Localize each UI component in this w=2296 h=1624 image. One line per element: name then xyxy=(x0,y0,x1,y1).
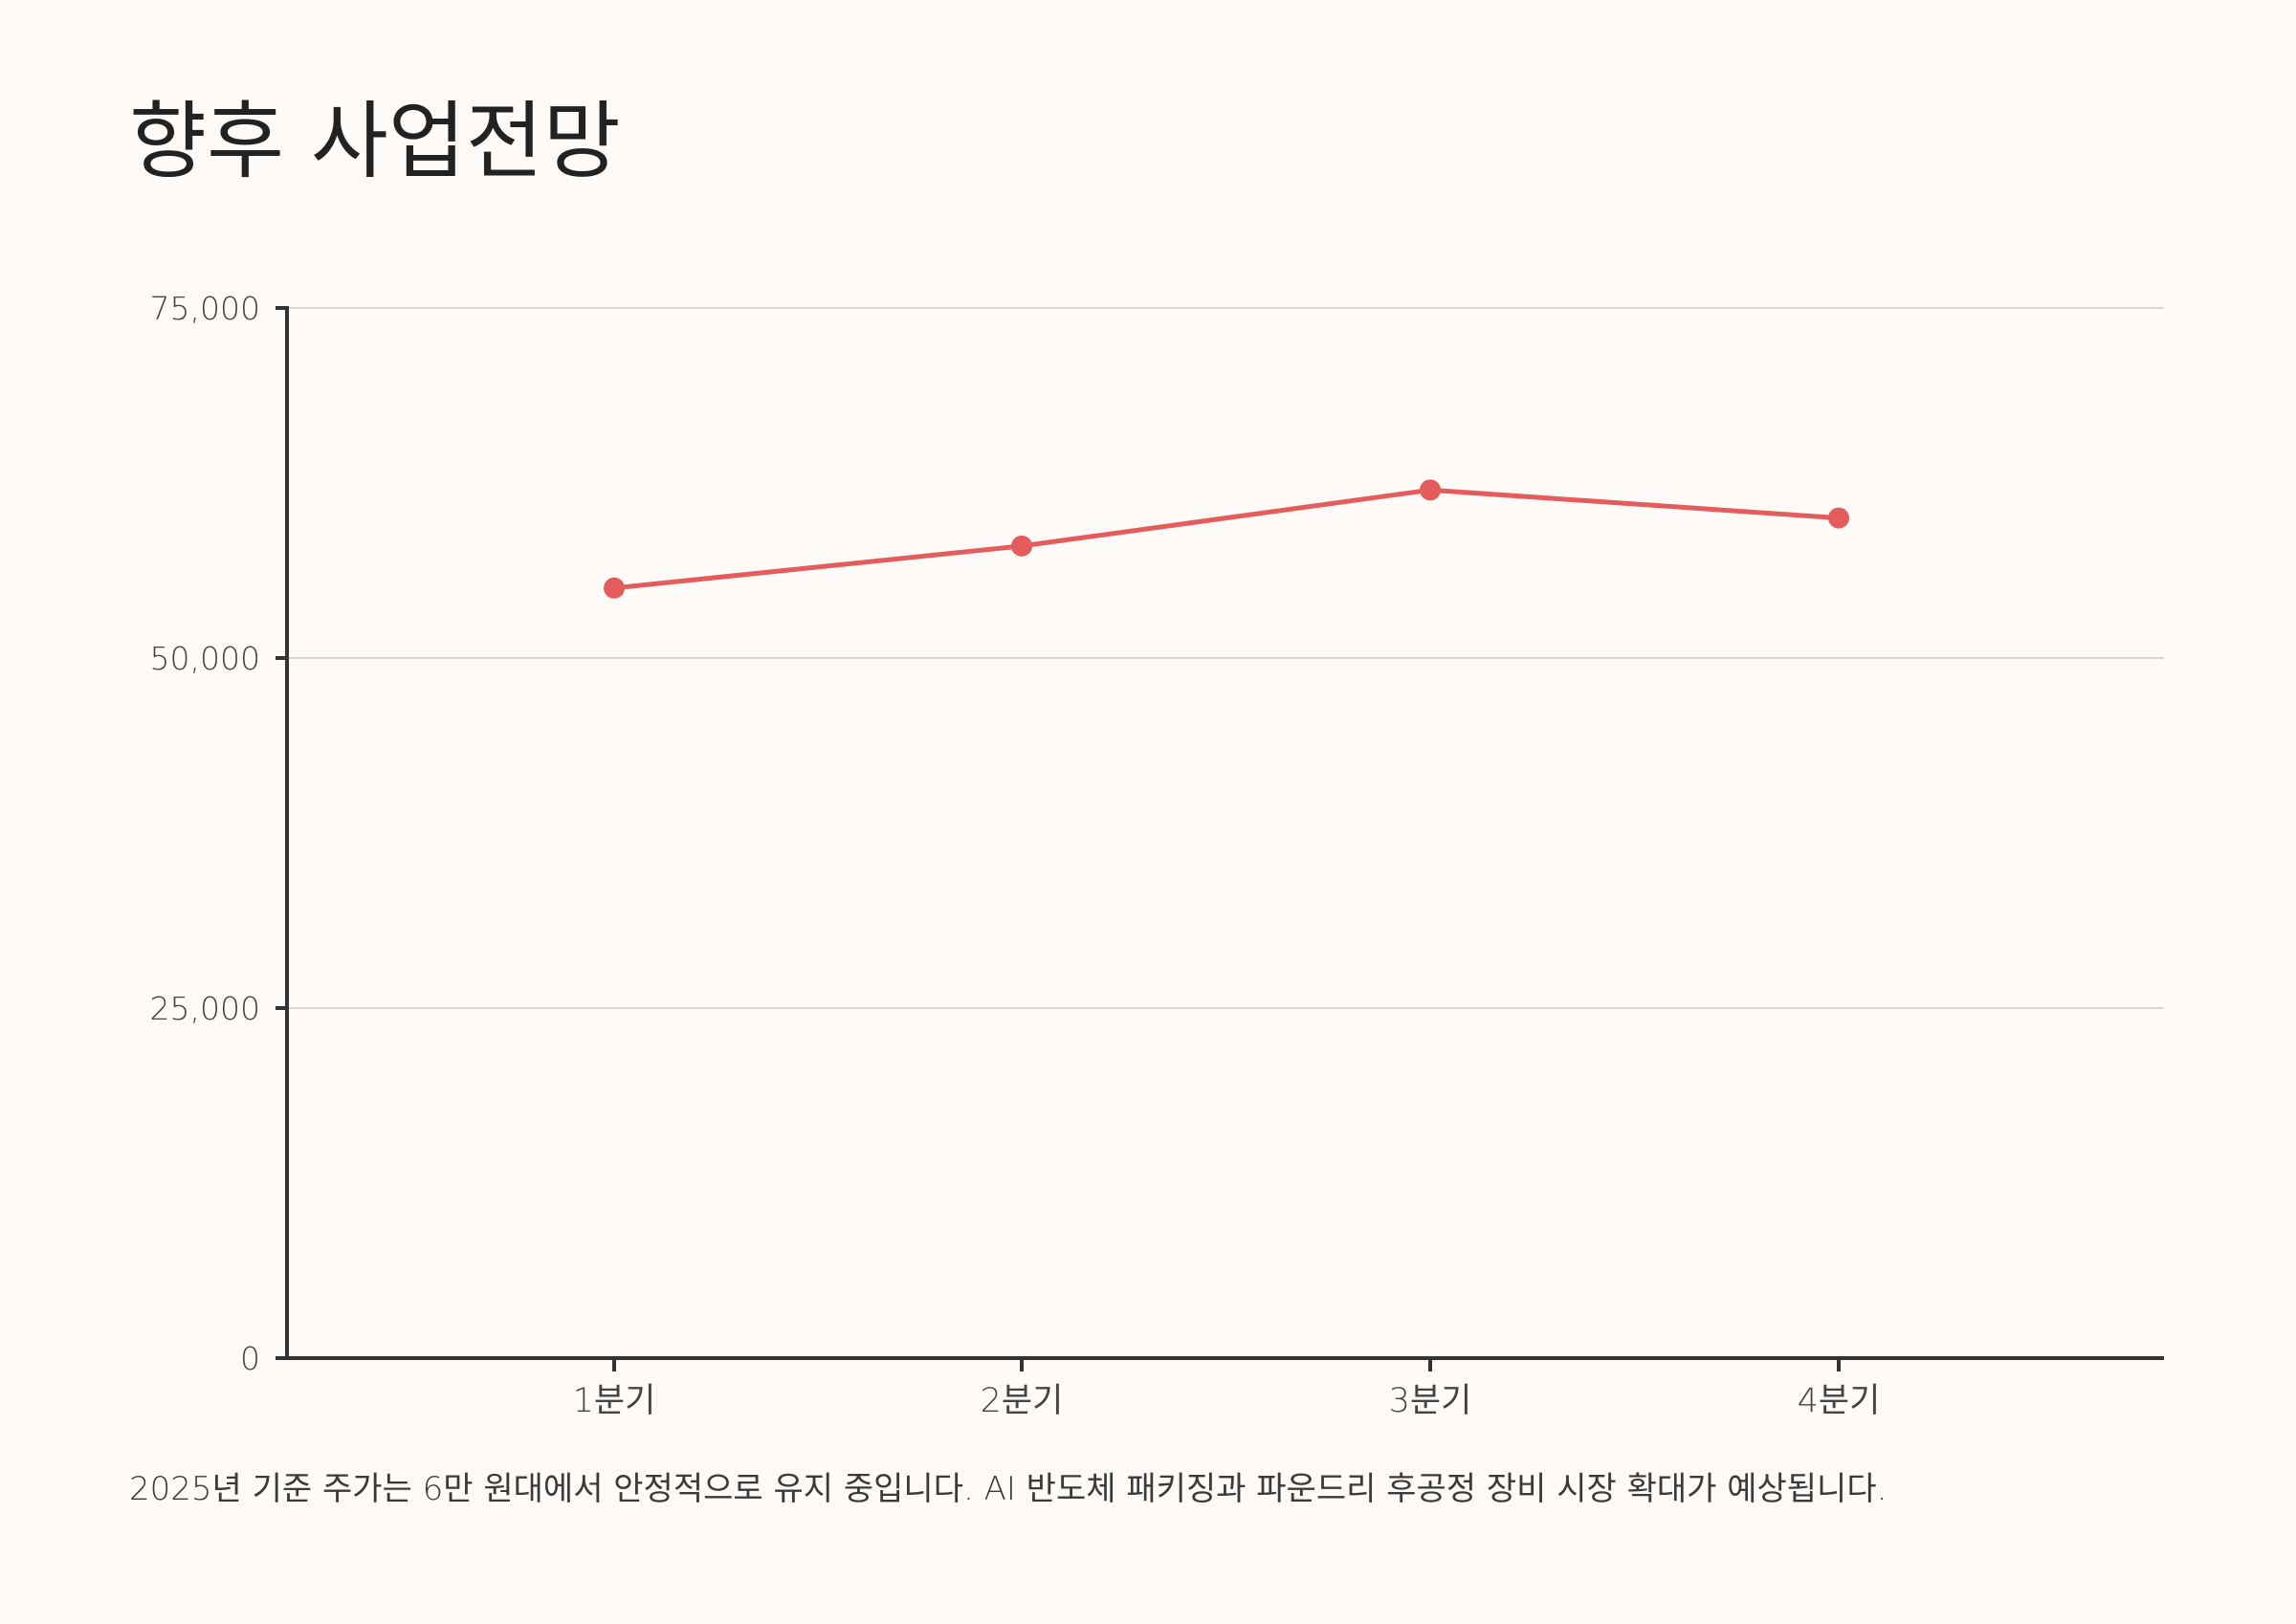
x-ticks: 1분기 2분기 3분기 4분기 xyxy=(573,1358,1881,1420)
data-point xyxy=(604,577,625,599)
data-point xyxy=(1011,535,1032,557)
y-ticks: 0 25,000 50,000 75,000 xyxy=(150,290,287,1377)
y-tick-label: 50,000 xyxy=(150,640,260,677)
page-title: 향후 사업전망 xyxy=(129,92,621,190)
axes xyxy=(285,306,2164,1360)
data-point xyxy=(1828,507,1849,529)
series xyxy=(604,479,1849,599)
x-tick-label: 2분기 xyxy=(981,1382,1064,1420)
grid-lines xyxy=(287,307,2164,1009)
x-tick-label: 3분기 xyxy=(1389,1382,1472,1420)
series-line xyxy=(611,487,1842,591)
y-tick-label: 0 xyxy=(240,1340,260,1377)
y-tick-label: 75,000 xyxy=(150,290,260,327)
x-tick-label: 4분기 xyxy=(1798,1382,1881,1420)
y-tick-label: 25,000 xyxy=(150,990,260,1027)
x-tick-label: 1분기 xyxy=(573,1382,656,1420)
chart-caption: 2025년 기준 주가는 6만 원대에서 안정적으로 유지 중입니다. AI 반… xyxy=(129,1470,1888,1508)
data-point xyxy=(1420,479,1441,501)
